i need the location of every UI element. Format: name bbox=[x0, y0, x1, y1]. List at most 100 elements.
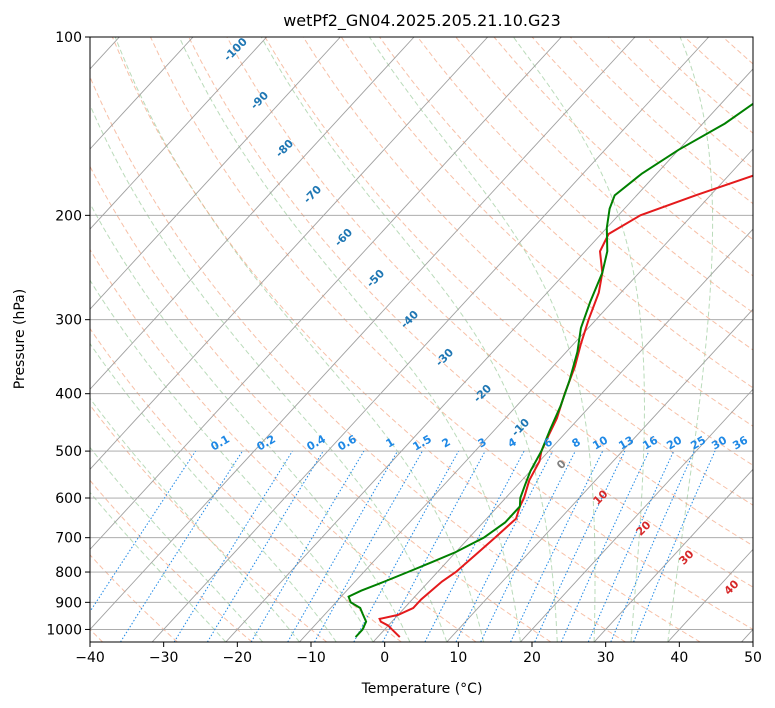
mixing-ratio-line bbox=[560, 450, 650, 642]
dry-adiabat bbox=[646, 37, 753, 134]
mixing-ratio-label: 8 bbox=[570, 435, 583, 450]
dry-adiabat bbox=[150, 37, 753, 630]
mixing-ratio-label: 13 bbox=[616, 434, 636, 453]
moist-adiabat bbox=[90, 342, 337, 642]
dry-adiabat bbox=[90, 404, 328, 642]
moist-adiabat bbox=[368, 37, 596, 642]
x-tick-label: 30 bbox=[597, 650, 615, 666]
dry-adiabat bbox=[111, 37, 701, 642]
dry-adiabat-label: -30 bbox=[433, 346, 456, 369]
mixing-ratio-label: 0.6 bbox=[336, 432, 360, 453]
dewpoint-line bbox=[347, 102, 753, 638]
x-tick-label: −10 bbox=[296, 650, 326, 666]
dry-adiabat bbox=[684, 37, 753, 100]
isotherm bbox=[593, 468, 753, 642]
dry-adiabat bbox=[531, 37, 753, 241]
isotherm bbox=[90, 37, 268, 230]
isotherm bbox=[90, 37, 636, 631]
y-tick-label: 900 bbox=[55, 595, 82, 611]
mixing-ratio-label: 0.2 bbox=[255, 432, 278, 453]
x-tick-label: −30 bbox=[149, 650, 179, 666]
dry-adiabat bbox=[264, 37, 753, 506]
plot-frame bbox=[89, 36, 754, 643]
dry-adiabat-label: -40 bbox=[398, 308, 421, 331]
y-tick-label: 1000 bbox=[46, 622, 82, 638]
isotherm bbox=[90, 37, 341, 310]
y-tick-label: 100 bbox=[55, 30, 82, 46]
dry-adiabat bbox=[226, 37, 753, 547]
moist-adiabat bbox=[90, 491, 227, 642]
x-tick-label: −20 bbox=[223, 650, 253, 666]
dry-adiabat-label: -70 bbox=[301, 183, 324, 206]
y-tick-label: 300 bbox=[55, 313, 82, 329]
dry-adiabat bbox=[90, 75, 626, 642]
mixing-ratio-label: 1 bbox=[384, 435, 397, 450]
dry-adiabat-label: -20 bbox=[471, 382, 494, 405]
mixing-ratio-line bbox=[90, 450, 197, 613]
dry-adiabat bbox=[302, 37, 753, 466]
mixing-ratio-label: 20 bbox=[664, 433, 684, 452]
mixing-ratio-line bbox=[510, 450, 604, 642]
isotherm bbox=[90, 37, 415, 390]
dry-adiabat-label: -50 bbox=[364, 267, 387, 290]
moist-adiabat bbox=[512, 37, 645, 642]
isotherm bbox=[90, 37, 562, 551]
y-tick-label: 500 bbox=[55, 444, 82, 460]
dry-adiabat bbox=[90, 165, 552, 642]
y-tick-label: 200 bbox=[55, 208, 82, 224]
dry-adiabat-label: -60 bbox=[332, 226, 355, 249]
mixing-ratio-line bbox=[382, 450, 486, 642]
data-series bbox=[347, 102, 753, 638]
moist-adiabat-label: 0 bbox=[554, 457, 569, 472]
moist-adiabat bbox=[90, 103, 448, 642]
y-axis-label: Pressure (hPa) bbox=[12, 289, 28, 389]
y-tick-label: 600 bbox=[55, 491, 82, 507]
x-tick-label: 20 bbox=[523, 650, 541, 666]
isotherm bbox=[446, 308, 753, 642]
temperature-line bbox=[378, 174, 753, 638]
mixing-ratio-line bbox=[314, 450, 423, 642]
mixing-ratio-line bbox=[455, 450, 554, 642]
dry-adiabat-label: -90 bbox=[248, 89, 271, 112]
x-axis-ticks: −40 −30 −20 −10 0 10 20 30 40 50 bbox=[75, 642, 762, 666]
dry-adiabat bbox=[379, 37, 753, 389]
isotherm bbox=[225, 68, 753, 642]
moist-adiabat bbox=[114, 37, 485, 642]
isotherm bbox=[90, 37, 194, 150]
dry-adiabat bbox=[608, 37, 753, 169]
mixing-ratio-line bbox=[353, 450, 460, 642]
y-axis-ticks: 100 200 300 400 500 600 700 800 900 1000 bbox=[46, 30, 90, 638]
mixing-ratio-label: 25 bbox=[688, 434, 708, 453]
isotherm bbox=[90, 37, 489, 470]
moist-adiabat-label: 20 bbox=[634, 518, 654, 538]
dry-adiabat bbox=[188, 37, 753, 588]
mixing-ratio-line bbox=[287, 450, 399, 642]
chart-title: wetPf2_GN04.2025.205.21.10.G23 bbox=[283, 11, 561, 31]
mixing-ratio-label: 2 bbox=[440, 435, 453, 450]
dry-adiabat bbox=[90, 327, 402, 642]
dry-adiabat bbox=[569, 37, 753, 205]
dry-adiabat bbox=[90, 479, 253, 642]
isotherm bbox=[520, 388, 753, 642]
background-lines bbox=[90, 37, 753, 642]
mixing-ratio-label: 0.1 bbox=[209, 432, 232, 453]
mixing-ratio-line bbox=[633, 450, 716, 642]
isotherm bbox=[151, 37, 710, 642]
moist-adiabat bbox=[90, 446, 263, 642]
dry-adiabat bbox=[340, 37, 753, 427]
mixing-ratio-label: 0.4 bbox=[305, 432, 329, 453]
moist-adiabat bbox=[260, 37, 558, 642]
mixing-ratio-label: 36 bbox=[730, 433, 750, 452]
mixing-ratio-line bbox=[250, 450, 365, 642]
isotherm bbox=[299, 148, 753, 642]
x-tick-label: 40 bbox=[670, 650, 688, 666]
y-tick-label: 700 bbox=[55, 531, 82, 547]
isotherm bbox=[372, 228, 753, 642]
x-axis-label: Temperature (°C) bbox=[361, 681, 483, 697]
line-labels: 0.1 0.2 0.4 0.6 1 1.5 2 3 4 6 8 10 13 16 20 25 30 36-100-… bbox=[209, 35, 751, 598]
mixing-ratio-line bbox=[587, 450, 675, 642]
mixing-ratio-label: 30 bbox=[709, 433, 729, 452]
mixing-ratio-line bbox=[120, 450, 243, 642]
mixing-ratio-line bbox=[206, 450, 324, 642]
